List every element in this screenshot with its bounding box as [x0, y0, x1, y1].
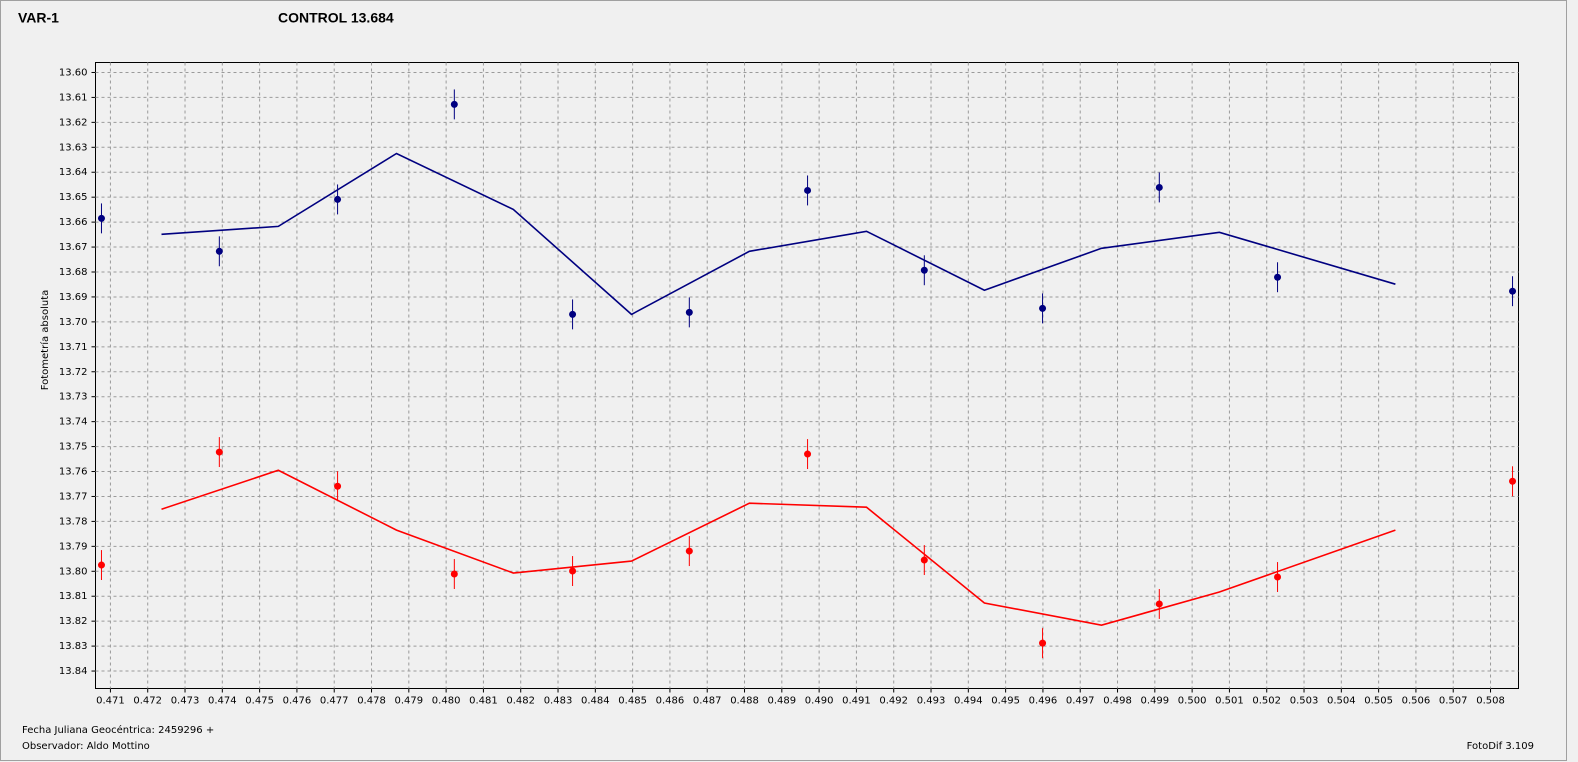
data-point — [1155, 183, 1163, 191]
x-tick-label: 0.474 — [208, 696, 237, 707]
y-tick-label: 13.61 — [59, 92, 88, 103]
y-tick-label: 13.67 — [59, 242, 88, 253]
x-tick-label: 0.484 — [581, 696, 610, 707]
x-tick-label: 0.504 — [1327, 696, 1356, 707]
data-point — [1039, 304, 1047, 312]
observer: Observador: Aldo Mottino — [22, 741, 150, 752]
x-tick-label: 0.488 — [730, 696, 759, 707]
y-tick-label: 13.68 — [59, 267, 88, 278]
series-line — [161, 152, 1396, 316]
y-tick-label: 13.64 — [59, 167, 88, 178]
y-tick-label: 13.83 — [59, 641, 88, 652]
x-tick-label: 0.489 — [768, 696, 797, 707]
y-tick-label: 13.75 — [59, 442, 88, 453]
y-tick-label: 13.74 — [59, 417, 88, 428]
data-point — [450, 100, 458, 108]
x-tick-label: 0.501 — [1215, 696, 1244, 707]
x-tick-label: 0.475 — [245, 696, 274, 707]
x-tick-label: 0.507 — [1439, 696, 1468, 707]
data-point — [920, 266, 928, 274]
y-tick-label: 13.62 — [59, 117, 88, 128]
x-tick-label: 0.499 — [1141, 696, 1170, 707]
x-tick-label: 0.481 — [469, 696, 498, 707]
data-point — [1509, 477, 1517, 485]
data-point — [450, 570, 458, 578]
data-point — [685, 547, 693, 555]
x-tick-label: 0.472 — [133, 696, 162, 707]
y-tick-label: 13.69 — [59, 292, 88, 303]
x-tick-label: 0.497 — [1066, 696, 1095, 707]
data-point — [334, 482, 342, 490]
data-point — [569, 567, 577, 575]
x-tick-label: 0.479 — [395, 696, 424, 707]
x-tick-label: 0.494 — [954, 696, 983, 707]
data-point — [1274, 273, 1282, 281]
software-version: FotoDif 3.109 — [1467, 741, 1534, 752]
data-point — [804, 450, 812, 458]
series-line — [161, 469, 1396, 627]
y-tick-label: 13.66 — [59, 217, 88, 228]
x-tick-label: 0.508 — [1476, 696, 1505, 707]
x-tick-label: 0.476 — [283, 696, 312, 707]
x-tick-label: 0.498 — [1103, 696, 1132, 707]
series-label: CONTROL 13.684 — [278, 10, 394, 26]
y-tick-label: 13.78 — [59, 516, 88, 527]
x-tick-label: 0.495 — [991, 696, 1020, 707]
y-tick-label: 13.70 — [59, 317, 88, 328]
x-tick-label: 0.503 — [1290, 696, 1319, 707]
y-tick-label: 13.80 — [59, 566, 88, 577]
y-tick-label: 13.81 — [59, 591, 88, 602]
data-point — [804, 186, 812, 194]
plot-area — [95, 62, 1519, 689]
data-point — [1155, 600, 1163, 608]
x-tick-label: 0.506 — [1402, 696, 1431, 707]
x-tick-label: 0.502 — [1252, 696, 1281, 707]
data-point — [920, 556, 928, 564]
x-tick-label: 0.485 — [618, 696, 647, 707]
x-tick-label: 0.496 — [1029, 696, 1058, 707]
x-tick-label: 0.491 — [842, 696, 871, 707]
y-tick-label: 13.79 — [59, 541, 88, 552]
y-tick-label: 13.73 — [59, 392, 88, 403]
x-tick-label: 0.471 — [96, 696, 125, 707]
y-tick-label: 13.65 — [59, 192, 88, 203]
data-point — [1274, 573, 1282, 581]
x-tick-label: 0.487 — [693, 696, 722, 707]
data-point — [1039, 639, 1047, 647]
data-point — [1509, 287, 1517, 295]
x-tick-label: 0.478 — [357, 696, 386, 707]
x-tick-label: 0.477 — [320, 696, 349, 707]
x-tick-label: 0.505 — [1364, 696, 1393, 707]
series-label: VAR-1 — [18, 10, 59, 26]
x-tick-label: 0.480 — [432, 696, 461, 707]
x-axis-label: Fecha Juliana Geocéntrica: 2459296 + — [22, 724, 214, 736]
x-tick-label: 0.500 — [1178, 696, 1207, 707]
y-tick-label: 13.71 — [59, 342, 88, 353]
data-point — [569, 310, 577, 318]
x-tick-label: 0.482 — [506, 696, 535, 707]
y-axis-label: Fotometría absoluta — [39, 290, 51, 391]
x-tick-label: 0.473 — [171, 696, 200, 707]
y-tick-label: 13.82 — [59, 616, 88, 627]
data-point — [685, 308, 693, 316]
y-tick-label: 13.76 — [59, 467, 88, 478]
data-point — [215, 247, 223, 255]
x-tick-label: 0.483 — [544, 696, 573, 707]
data-point — [97, 561, 105, 569]
data-point — [215, 448, 223, 456]
y-tick-label: 13.77 — [59, 491, 88, 502]
y-tick-label: 13.72 — [59, 367, 88, 378]
y-tick-label: 13.84 — [59, 666, 88, 677]
x-tick-label: 0.486 — [656, 696, 685, 707]
data-point — [334, 195, 342, 203]
data-point — [97, 214, 105, 222]
y-tick-label: 13.60 — [59, 67, 88, 78]
y-tick-label: 13.63 — [59, 142, 88, 153]
x-tick-label: 0.490 — [805, 696, 834, 707]
x-tick-label: 0.493 — [917, 696, 946, 707]
x-tick-label: 0.492 — [879, 696, 908, 707]
